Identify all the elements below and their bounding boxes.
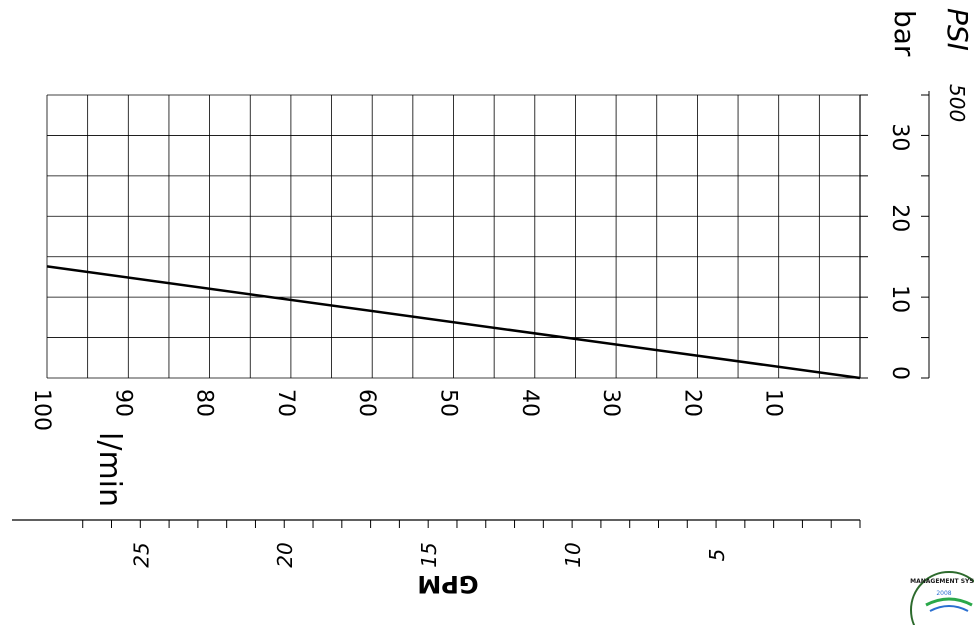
lpm-tick-label: 20 — [679, 389, 704, 417]
lpm-tick-label: 90 — [110, 389, 135, 417]
psi-tick-label: 500 — [945, 84, 969, 122]
gpm-axis-label: GPM — [417, 570, 478, 597]
svg-text:MANAGEMENT SYSTEM: MANAGEMENT SYSTEM — [910, 578, 974, 585]
iso-certification-seal: MANAGEMENT SYSTEM 2008 — [910, 571, 974, 625]
svg-text:2008: 2008 — [936, 590, 951, 597]
lpm-axis-ticks: 100 90 80 70 60 50 40 30 20 10 — [29, 389, 786, 431]
lpm-tick-label: 40 — [517, 389, 542, 417]
lpm-tick-label: 60 — [354, 389, 379, 417]
bar-tick-label: 10 — [887, 285, 912, 313]
lpm-tick-label: 80 — [192, 389, 217, 417]
psi-axis-ticks: 500 — [921, 84, 969, 379]
gpm-tick-label: 25 — [129, 542, 153, 567]
lpm-tick-label: 70 — [273, 389, 298, 417]
pressure-flow-chart: 100 90 80 70 60 50 40 30 20 10 0 10 20 30 500 25 20 15… — [12, 8, 974, 597]
gpm-axis-ticks: 25 20 15 10 5 — [12, 519, 861, 568]
gpm-tick-label: 15 — [417, 542, 441, 567]
lpm-axis-label: l/min — [92, 432, 127, 507]
gpm-tick-label: 20 — [273, 542, 297, 567]
lpm-tick-label: 30 — [598, 389, 623, 417]
bar-tick-label: 0 — [887, 366, 912, 380]
bar-axis-ticks: 0 10 20 30 — [860, 94, 912, 380]
bar-tick-label: 20 — [887, 204, 912, 232]
chart-grid — [46, 90, 930, 379]
gpm-tick-label: 5 — [705, 549, 729, 562]
series-line — [46, 265, 861, 380]
bar-tick-label: 30 — [887, 123, 912, 151]
psi-axis-label: PSI — [941, 8, 974, 51]
chart-series-layer — [46, 265, 861, 380]
lpm-tick-label: 50 — [436, 389, 461, 417]
lpm-tick-label: 100 — [29, 389, 54, 431]
gpm-tick-label: 10 — [561, 542, 585, 567]
bar-axis-label: bar — [888, 10, 921, 57]
lpm-tick-label: 10 — [761, 389, 786, 417]
